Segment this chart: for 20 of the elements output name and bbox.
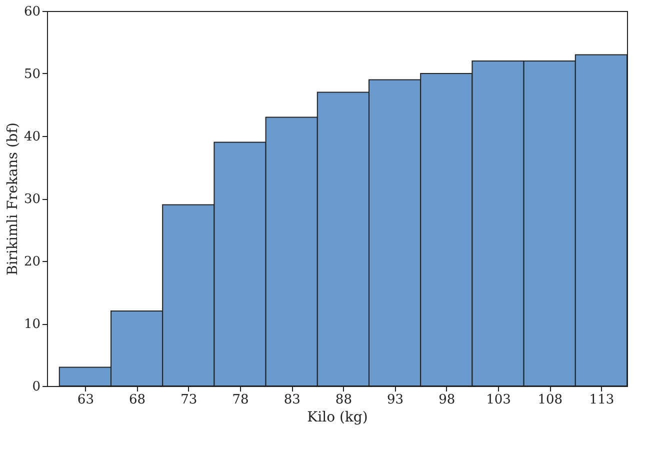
y-tick-label: 30 — [24, 192, 40, 207]
y-tick-label: 50 — [24, 67, 40, 82]
x-tick-label: 88 — [335, 392, 352, 408]
y-tick-label: 10 — [24, 317, 40, 332]
x-tick-label: 113 — [589, 392, 614, 408]
x-tick-label: 108 — [538, 392, 563, 408]
y-tick-label: 60 — [24, 4, 40, 20]
x-axis-title: Kilo (kg) — [307, 410, 368, 426]
x-tick-label: 98 — [438, 392, 456, 408]
y-tick-label: 0 — [32, 380, 40, 394]
x-tick-label: 73 — [180, 392, 198, 408]
x-tick-label: 68 — [129, 392, 146, 408]
y-tick-label: 40 — [24, 130, 40, 144]
x-tick-label: 83 — [284, 392, 300, 408]
x-tick-label: 103 — [486, 392, 511, 408]
y-tick-label: 20 — [24, 254, 40, 270]
x-tick-label: 78 — [232, 392, 249, 408]
y-axis-title: Birikimli Frekans (bf) — [4, 122, 21, 276]
x-tick-label: 93 — [387, 392, 404, 408]
x-tick-label: 63 — [77, 392, 94, 408]
